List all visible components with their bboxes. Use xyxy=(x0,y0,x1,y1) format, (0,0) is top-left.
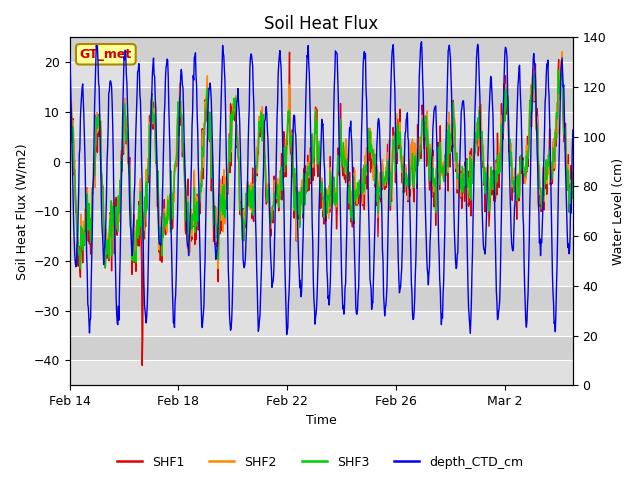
Bar xyxy=(70,336,573,360)
Bar xyxy=(70,162,573,186)
Bar xyxy=(70,211,573,236)
Bar xyxy=(70,360,573,385)
Bar xyxy=(70,137,573,162)
Bar xyxy=(70,186,573,211)
Bar xyxy=(70,311,573,336)
Bar xyxy=(70,87,573,112)
Bar xyxy=(70,37,573,62)
Bar xyxy=(70,236,573,261)
Title: Soil Heat Flux: Soil Heat Flux xyxy=(264,15,378,33)
Text: GT_met: GT_met xyxy=(80,48,132,61)
Bar xyxy=(70,261,573,286)
Y-axis label: Soil Heat Flux (W/m2): Soil Heat Flux (W/m2) xyxy=(15,143,28,280)
Y-axis label: Water Level (cm): Water Level (cm) xyxy=(612,158,625,265)
Bar xyxy=(70,286,573,311)
Bar xyxy=(70,112,573,137)
Legend: SHF1, SHF2, SHF3, depth_CTD_cm: SHF1, SHF2, SHF3, depth_CTD_cm xyxy=(112,451,528,474)
X-axis label: Time: Time xyxy=(306,414,337,427)
Bar xyxy=(70,62,573,87)
